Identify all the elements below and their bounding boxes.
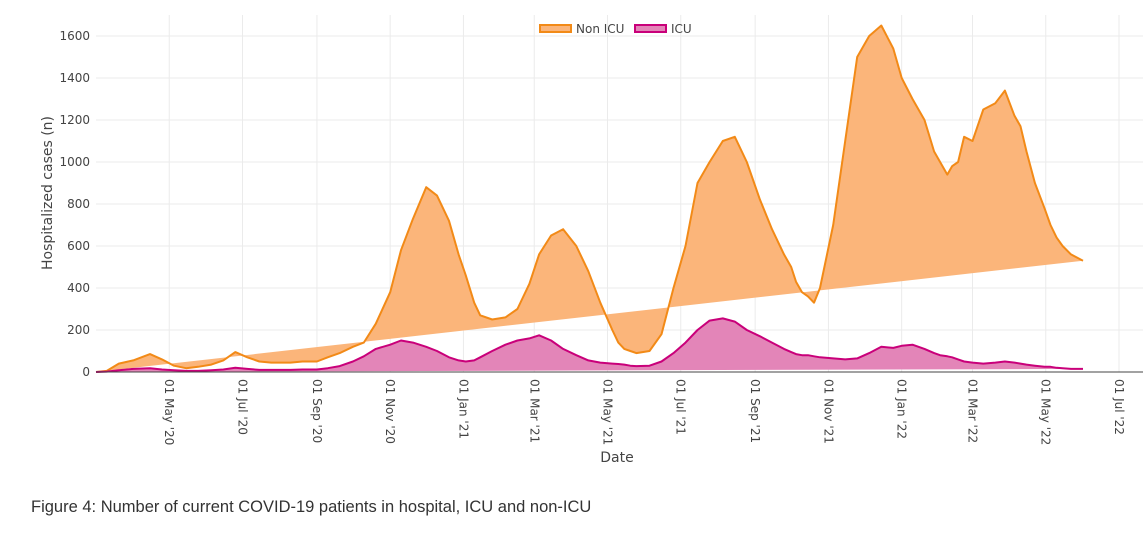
legend-item-icu[interactable]: ICU: [634, 22, 692, 36]
x-tick-label: 01 Jan '22: [895, 379, 909, 439]
x-tick-label: 01 Jan '21: [456, 379, 470, 439]
line-non-icu: [95, 24, 1084, 373]
legend: Non ICU ICU: [539, 22, 692, 36]
legend-item-non-icu[interactable]: Non ICU: [539, 22, 624, 36]
x-tick-label: 01 Mar '22: [966, 379, 980, 443]
line-icu: [95, 317, 1083, 373]
x-tick-label: 01 Jul '20: [236, 379, 250, 435]
x-tick-labels: 01 May '20 01 Jul '20 01 Sep '20 01 Nov '20…: [162, 379, 1126, 445]
y-tick-labels: 0 200 400 600 800 1000 1200 1400 1600: [59, 29, 90, 379]
x-tick-label: 01 May '20: [162, 379, 176, 445]
y-axis-title: Hospitalized cases (n): [40, 116, 56, 270]
x-tick-label: 01 Nov '21: [821, 379, 835, 444]
legend-swatch-icu: [634, 24, 667, 33]
x-axis-title: Date: [600, 450, 633, 466]
x-tick-label: 01 Jul '22: [1112, 379, 1126, 435]
y-tick-label: 0: [82, 365, 90, 379]
chart: 0 200 400 600 800 1000 1200 1400 1600 01 May '20…: [40, 15, 1143, 466]
area-icu: [96, 318, 1083, 372]
area-non-icu: [96, 25, 1083, 372]
x-tick-label: 01 Mar '21: [527, 379, 541, 443]
x-tick-label: 01 Sep '21: [748, 379, 762, 443]
x-tick-label: 01 Jul '21: [674, 379, 688, 435]
y-tick-label: 1200: [59, 113, 90, 127]
x-tick-label: 01 May '22: [1039, 379, 1053, 445]
y-tick-label: 1400: [59, 71, 90, 85]
y-tick-label: 800: [67, 197, 90, 211]
y-tick-label: 200: [67, 323, 90, 337]
y-tick-label: 600: [67, 239, 90, 253]
legend-label-icu: ICU: [671, 22, 692, 36]
y-tick-label: 400: [67, 281, 90, 295]
x-tick-label: 01 May '21: [601, 379, 615, 445]
legend-swatch-non-icu: [539, 24, 572, 33]
x-tick-label: 01 Nov '20: [383, 379, 397, 444]
x-tick-label: 01 Sep '20: [310, 379, 324, 443]
figure-caption: Figure 4: Number of current COVID-19 pat…: [31, 498, 592, 516]
series-areas: [95, 24, 1143, 373]
y-tick-label: 1000: [59, 155, 90, 169]
legend-label-non-icu: Non ICU: [576, 22, 624, 36]
y-tick-label: 1600: [59, 29, 90, 43]
